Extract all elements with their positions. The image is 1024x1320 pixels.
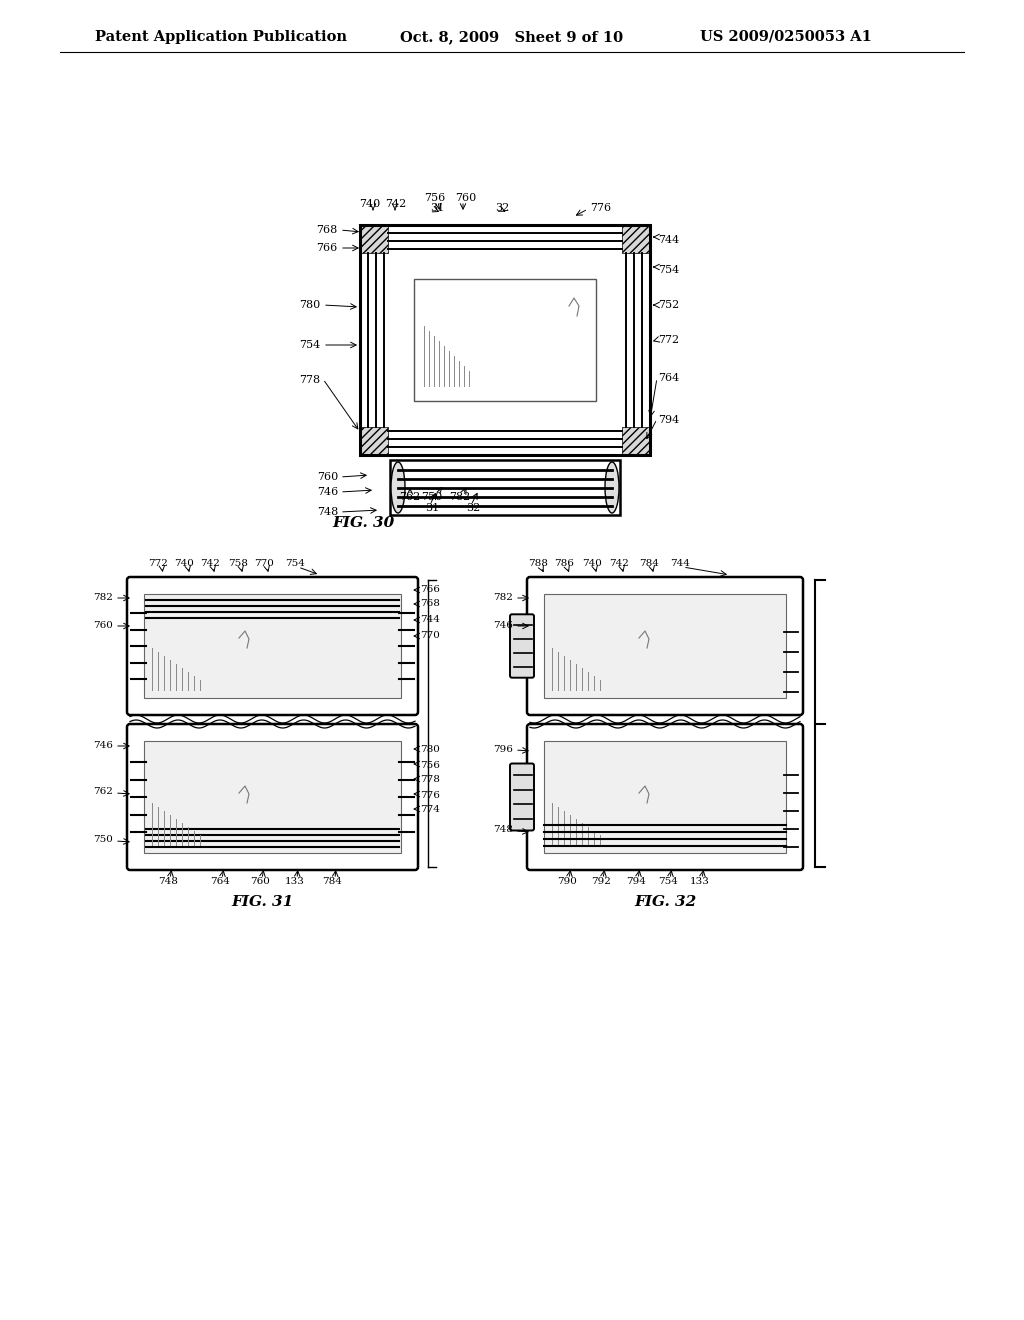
Text: 32: 32 [495, 203, 509, 213]
Bar [360, 224, 650, 455]
Text: 748: 748 [158, 878, 178, 887]
Text: 794: 794 [658, 414, 679, 425]
Text: 133: 133 [285, 878, 305, 887]
Text: 760: 760 [316, 473, 338, 482]
Bar [144, 741, 401, 853]
FancyBboxPatch shape [127, 723, 418, 870]
Text: 776: 776 [590, 203, 611, 213]
Text: 754: 754 [299, 341, 319, 350]
Bar [622, 224, 650, 253]
Text: 786: 786 [554, 560, 573, 569]
Text: 766: 766 [420, 586, 440, 594]
Bar [360, 224, 388, 253]
Bar [390, 459, 620, 515]
Text: 32: 32 [466, 503, 480, 513]
Text: 772: 772 [658, 335, 679, 345]
Text: 31: 31 [425, 503, 439, 513]
Text: 752: 752 [658, 300, 679, 310]
Text: 778: 778 [299, 375, 319, 385]
FancyBboxPatch shape [510, 614, 534, 677]
Bar [622, 426, 650, 455]
Text: 740: 740 [174, 560, 194, 569]
Text: 788: 788 [528, 560, 548, 569]
Text: 750: 750 [421, 492, 442, 502]
Text: 742: 742 [609, 560, 629, 569]
Text: 746: 746 [93, 741, 113, 750]
Ellipse shape [391, 462, 406, 513]
Text: 754: 754 [285, 560, 305, 569]
Text: 778: 778 [420, 776, 440, 784]
Text: 766: 766 [315, 243, 337, 253]
Text: 782: 782 [494, 593, 513, 602]
Text: 746: 746 [494, 620, 513, 630]
Ellipse shape [605, 462, 618, 513]
Text: 762: 762 [93, 788, 113, 796]
Text: 760: 760 [93, 620, 113, 630]
Text: 31: 31 [430, 203, 444, 213]
Text: 770: 770 [420, 631, 440, 640]
Text: 746: 746 [316, 487, 338, 498]
Bar [390, 459, 620, 515]
Text: 774: 774 [420, 805, 440, 814]
Text: 742: 742 [385, 199, 407, 209]
Text: 764: 764 [210, 878, 230, 887]
Text: 772: 772 [148, 560, 168, 569]
Bar [414, 279, 596, 401]
Text: 756: 756 [424, 193, 445, 203]
Text: FIG. 32: FIG. 32 [634, 895, 696, 909]
Text: 748: 748 [494, 825, 513, 834]
Text: 782: 782 [450, 492, 471, 502]
Text: 794: 794 [626, 878, 646, 887]
Text: 776: 776 [420, 791, 440, 800]
Bar [544, 594, 786, 698]
FancyBboxPatch shape [527, 577, 803, 715]
FancyBboxPatch shape [127, 577, 418, 715]
Text: 756: 756 [420, 760, 440, 770]
Text: 760: 760 [250, 878, 270, 887]
Text: 768: 768 [420, 599, 440, 609]
Bar [360, 426, 388, 455]
Text: 760: 760 [456, 193, 476, 203]
Text: 780: 780 [420, 746, 440, 755]
Bar [544, 741, 786, 853]
Bar [144, 594, 401, 698]
FancyBboxPatch shape [510, 763, 534, 830]
Text: 770: 770 [254, 560, 274, 569]
Text: 784: 784 [639, 560, 658, 569]
Text: 750: 750 [93, 836, 113, 845]
Text: Patent Application Publication: Patent Application Publication [95, 30, 347, 44]
Text: 780: 780 [299, 300, 319, 310]
Text: 790: 790 [557, 878, 577, 887]
Text: 742: 742 [200, 560, 220, 569]
Text: 768: 768 [315, 224, 337, 235]
Text: 782: 782 [93, 593, 113, 602]
Text: 792: 792 [591, 878, 611, 887]
Text: 748: 748 [316, 507, 338, 517]
Text: 744: 744 [670, 560, 690, 569]
Text: 744: 744 [420, 615, 440, 624]
Text: US 2009/0250053 A1: US 2009/0250053 A1 [700, 30, 871, 44]
Bar [360, 224, 650, 455]
FancyBboxPatch shape [527, 723, 803, 870]
Text: 740: 740 [582, 560, 602, 569]
Text: 762: 762 [399, 492, 421, 502]
Text: 754: 754 [658, 265, 679, 275]
Text: FIG. 31: FIG. 31 [230, 895, 293, 909]
Text: 754: 754 [658, 878, 678, 887]
Text: FIG. 30: FIG. 30 [332, 516, 394, 531]
Text: Oct. 8, 2009   Sheet 9 of 10: Oct. 8, 2009 Sheet 9 of 10 [400, 30, 624, 44]
Text: 784: 784 [323, 878, 342, 887]
Text: 764: 764 [658, 374, 679, 383]
Text: 740: 740 [359, 199, 381, 209]
Text: 758: 758 [228, 560, 248, 569]
Text: 796: 796 [494, 746, 513, 755]
Text: 133: 133 [690, 878, 710, 887]
Text: 744: 744 [658, 235, 679, 246]
